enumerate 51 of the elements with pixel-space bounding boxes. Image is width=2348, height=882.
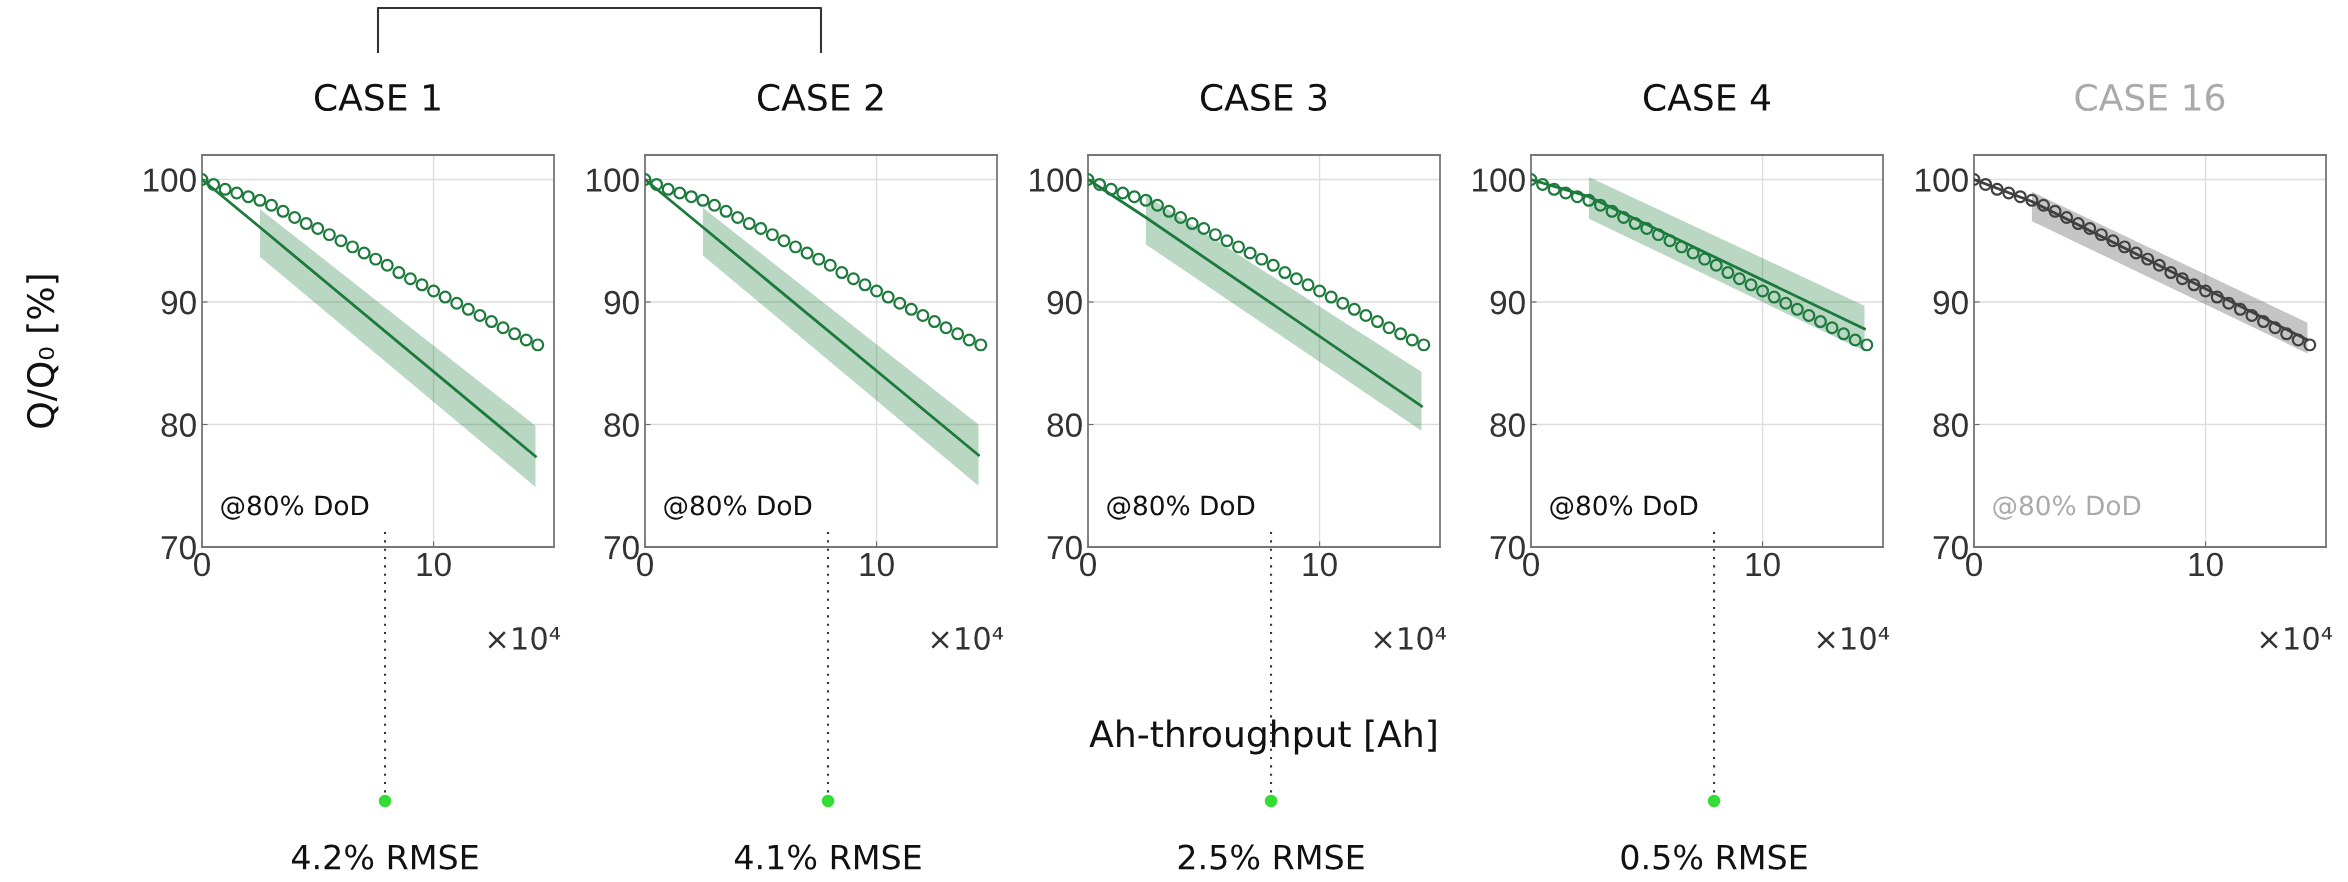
x-tick-label: 10 — [1746, 552, 1780, 577]
text: ×10⁴ — [931, 626, 1004, 650]
chart-title: CASE 1 — [314, 83, 440, 112]
chart-title: CASE 16 — [2075, 83, 2225, 112]
annotation: @80% DoD — [1550, 495, 1698, 520]
text: 2.5% RMSE — [1178, 844, 1364, 870]
y-tick-label: 100 — [144, 168, 196, 192]
x-axis-title: Ah-throughput [Ah] — [1089, 719, 1436, 755]
y-tick-label: 100 — [1030, 168, 1082, 192]
annotation: @80% DoD — [1993, 495, 2141, 520]
y-tick-label: 90 — [1490, 290, 1525, 315]
y-tick-label: 70 — [1933, 535, 1968, 560]
annotation: @80% DoD — [664, 495, 812, 520]
text: ×10⁴ — [1817, 626, 1890, 650]
x-tick-label: 0 — [1080, 552, 1096, 577]
y-tick-label: 80 — [1490, 413, 1525, 437]
y-tick-label: 70 — [1047, 535, 1082, 560]
x-tick-label: 10 — [1303, 552, 1337, 577]
y-tick-label: 90 — [1933, 290, 1968, 315]
y-tick-label: 80 — [1047, 413, 1082, 437]
y-tick-label: 70 — [161, 535, 196, 560]
text: 0.5% RMSE — [1621, 844, 1807, 870]
y-tick-label: 80 — [161, 413, 196, 437]
y-tick-label: 100 — [1473, 168, 1525, 192]
y-tick-label: 70 — [1490, 535, 1525, 560]
x-tick-label: 0 — [1523, 552, 1539, 577]
y-tick-label: 80 — [604, 413, 639, 437]
text: ×10⁴ — [2260, 626, 2333, 650]
x-tick-label: 0 — [194, 552, 210, 577]
x-tick-label: 0 — [637, 552, 653, 577]
x-tick-label: 10 — [860, 552, 894, 577]
chart-title: CASE 3 — [1200, 83, 1327, 112]
text: 4.2% RMSE — [291, 844, 478, 870]
x-tick-label: 0 — [1966, 552, 1982, 577]
text: ×10⁴ — [1374, 626, 1447, 650]
y-tick-label: 100 — [1916, 168, 1968, 192]
y-tick-label: 80 — [1933, 413, 1968, 437]
y-tick-label: 70 — [604, 535, 639, 560]
y-tick-label: 100 — [587, 168, 639, 192]
annotation: @80% DoD — [1107, 495, 1255, 520]
y-tick-label: 90 — [1047, 290, 1082, 315]
text: ×10⁴ — [488, 626, 561, 650]
y-tick-label: 90 — [604, 290, 639, 315]
text: 4.1% RMSE — [734, 844, 921, 870]
y-axis-title: Q/Q₀ [%] — [26, 275, 59, 428]
x-tick-label: 10 — [417, 552, 451, 577]
chart-title: CASE 2 — [757, 83, 883, 112]
annotation: @80% DoD — [221, 495, 369, 520]
y-tick-label: 90 — [161, 290, 196, 315]
chart-title: CASE 4 — [1643, 83, 1771, 112]
x-tick-label: 10 — [2189, 552, 2223, 577]
